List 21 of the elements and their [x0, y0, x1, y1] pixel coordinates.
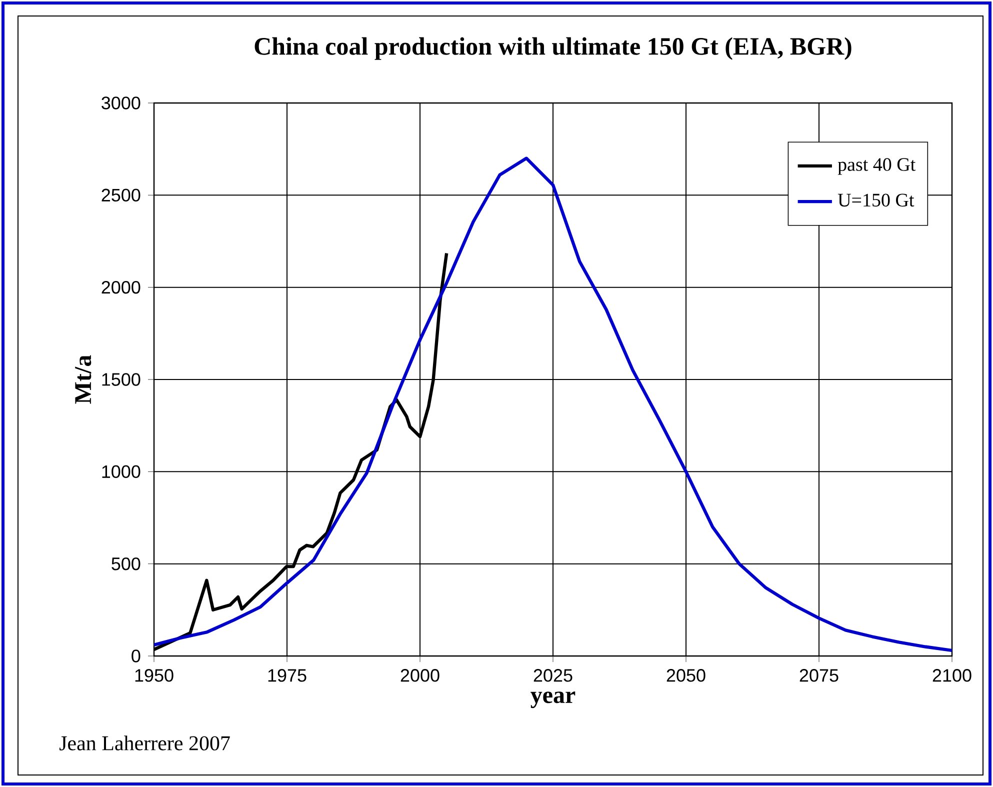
x-tick-label: 2050: [666, 669, 706, 682]
y-tick-label: 500: [112, 557, 140, 570]
legend-label: past 40 Gt: [838, 158, 916, 175]
x-tick-label: 2000: [400, 669, 440, 682]
legend-label: U=150 Gt: [838, 194, 914, 207]
x-tick-label: 1975: [268, 669, 306, 682]
text: Jean Laherrere 2007: [60, 736, 230, 750]
chart-title: China coal production with ultimate 150 Gt (EIA, BGR): [254, 37, 852, 60]
y-tick-label: 1000: [102, 465, 140, 478]
y-axis-title: Mt/a: [75, 355, 92, 404]
x-tick-label: 2100: [932, 669, 972, 682]
y-tick-label: 3000: [102, 96, 140, 110]
x-axis-title: year: [530, 692, 576, 708]
y-tick-label: 1500: [102, 373, 140, 386]
x-tick-label: 2075: [800, 669, 838, 682]
y-tick-label: 0: [132, 650, 140, 662]
x-tick-label: 1950: [135, 669, 174, 682]
y-tick-label: 2500: [102, 188, 140, 202]
x-tick-label: 2025: [534, 669, 572, 682]
line-series: [154, 156, 952, 652]
y-tick-label: 2000: [102, 280, 140, 294]
